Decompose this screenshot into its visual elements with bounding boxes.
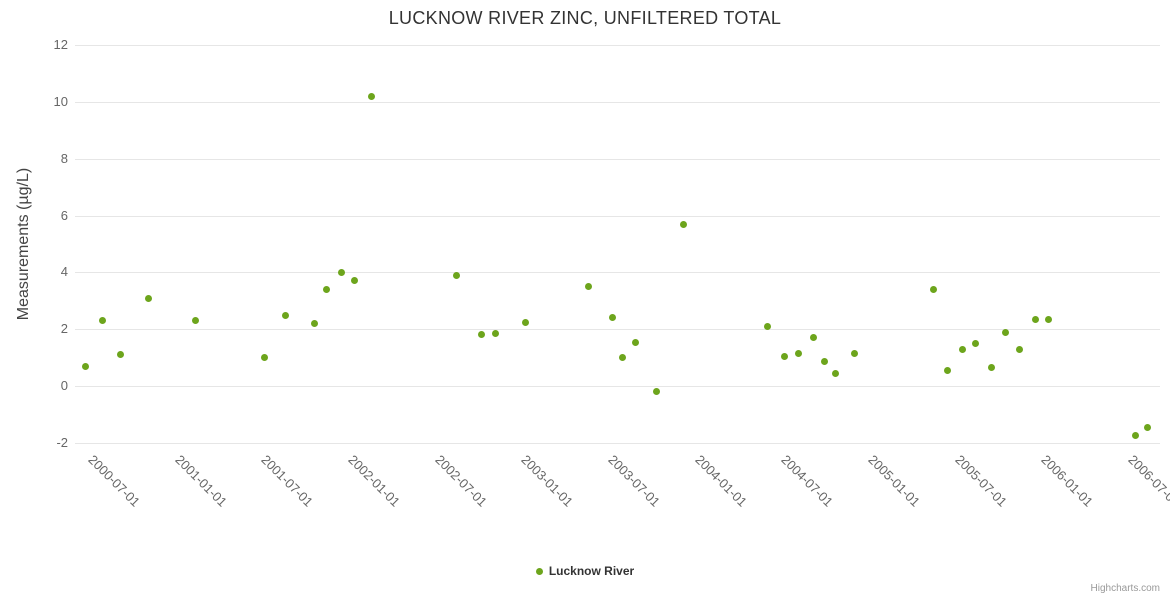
data-point[interactable]	[453, 271, 461, 279]
legend-marker-icon	[535, 567, 543, 575]
chart-title: LUCKNOW RIVER ZINC, UNFILTERED TOTAL	[388, 8, 782, 28]
legend-label: Lucknow River	[548, 564, 635, 578]
data-point[interactable]	[763, 322, 771, 330]
data-point[interactable]	[99, 317, 107, 325]
data-point[interactable]	[1045, 315, 1053, 323]
data-point[interactable]	[958, 345, 966, 353]
data-point[interactable]	[851, 349, 859, 357]
data-point[interactable]	[282, 311, 290, 319]
data-point[interactable]	[632, 338, 640, 346]
y-tick-label: 2	[60, 321, 68, 337]
x-tick-label: 2000-07-01	[85, 452, 144, 510]
data-point[interactable]	[929, 285, 937, 293]
data-point[interactable]	[367, 92, 375, 100]
data-point[interactable]	[323, 285, 331, 293]
data-point[interactable]	[477, 331, 485, 339]
gridline	[75, 272, 1160, 274]
data-point[interactable]	[795, 349, 803, 357]
gridline	[75, 101, 1160, 103]
x-tick-label: 2003-07-01	[605, 452, 664, 510]
legend-item[interactable]: Lucknow River	[0, 564, 1170, 578]
data-point[interactable]	[987, 364, 995, 372]
data-point[interactable]	[1143, 423, 1151, 431]
data-point[interactable]	[191, 317, 199, 325]
data-point[interactable]	[832, 369, 840, 377]
gridline	[75, 215, 1160, 217]
data-point[interactable]	[116, 351, 124, 359]
data-point[interactable]	[652, 388, 660, 396]
y-tick-label: 8	[60, 150, 68, 166]
data-point[interactable]	[82, 362, 90, 370]
data-point[interactable]	[492, 330, 500, 338]
x-tick-label: 2003-01-01	[518, 452, 577, 510]
data-point[interactable]	[679, 220, 687, 228]
y-tick-label: 4	[60, 264, 68, 280]
x-tick-label: 2002-07-01	[432, 452, 490, 510]
data-point[interactable]	[521, 318, 529, 326]
x-tick-label: 2005-07-01	[952, 452, 1010, 510]
data-point[interactable]	[584, 283, 592, 291]
data-point[interactable]	[260, 354, 268, 362]
data-point[interactable]	[780, 352, 788, 360]
x-tick-label: 2002-01-01	[345, 452, 404, 510]
data-point[interactable]	[944, 367, 952, 374]
data-point[interactable]	[1131, 432, 1139, 440]
x-tick-label: 2001-01-01	[172, 452, 230, 510]
credits-link[interactable]: Highcharts.com	[1090, 583, 1160, 594]
data-point[interactable]	[972, 340, 980, 347]
data-point[interactable]	[619, 354, 627, 362]
data-point[interactable]	[145, 294, 153, 302]
gridline	[75, 329, 1160, 331]
x-tick-label: 2004-07-01	[778, 452, 837, 510]
x-tick-label: 2004-01-01	[692, 452, 750, 510]
gridline	[75, 386, 1160, 388]
data-point[interactable]	[1001, 328, 1009, 336]
data-point[interactable]	[821, 358, 829, 366]
data-point[interactable]	[809, 334, 817, 342]
data-point[interactable]	[350, 277, 358, 285]
gridline	[75, 158, 1160, 160]
gridline	[75, 443, 1160, 444]
y-tick-label: -2	[56, 435, 68, 450]
y-tick-label: 12	[53, 37, 68, 52]
x-tick-label: 2006-07-01	[1125, 452, 1170, 510]
data-point[interactable]	[311, 320, 319, 328]
gridline	[75, 45, 1160, 46]
data-point[interactable]	[608, 314, 616, 322]
data-point[interactable]	[1016, 345, 1024, 353]
y-tick-label: 6	[60, 207, 68, 223]
x-tick-label: 2006-01-01	[1038, 452, 1097, 510]
y-tick-label: 10	[53, 93, 68, 109]
x-tick-label: 2001-07-01	[258, 452, 317, 510]
y-tick-label: 0	[60, 378, 68, 394]
x-tick-label: 2005-01-01	[865, 452, 924, 510]
data-point[interactable]	[1031, 315, 1039, 323]
data-point[interactable]	[337, 268, 345, 276]
